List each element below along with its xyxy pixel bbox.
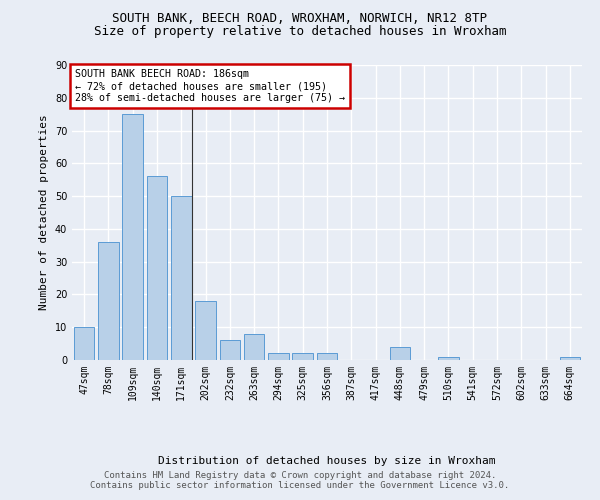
- Bar: [146, 176, 167, 360]
- Text: SOUTH BANK, BEECH ROAD, WROXHAM, NORWICH, NR12 8TP: SOUTH BANK, BEECH ROAD, WROXHAM, NORWICH…: [113, 12, 487, 26]
- Bar: [292, 354, 313, 360]
- Bar: [122, 114, 143, 360]
- Bar: [389, 347, 410, 360]
- Bar: [438, 356, 459, 360]
- Bar: [195, 301, 216, 360]
- Bar: [317, 354, 337, 360]
- Text: SOUTH BANK BEECH ROAD: 186sqm
← 72% of detached houses are smaller (195)
28% of : SOUTH BANK BEECH ROAD: 186sqm ← 72% of d…: [74, 70, 344, 102]
- Text: Size of property relative to detached houses in Wroxham: Size of property relative to detached ho…: [94, 25, 506, 38]
- X-axis label: Distribution of detached houses by size in Wroxham: Distribution of detached houses by size …: [158, 456, 496, 466]
- Bar: [171, 196, 191, 360]
- Bar: [98, 242, 119, 360]
- Bar: [268, 354, 289, 360]
- Bar: [560, 356, 580, 360]
- Bar: [220, 340, 240, 360]
- Y-axis label: Number of detached properties: Number of detached properties: [39, 114, 49, 310]
- Text: Contains HM Land Registry data © Crown copyright and database right 2024.
Contai: Contains HM Land Registry data © Crown c…: [91, 470, 509, 490]
- Bar: [244, 334, 265, 360]
- Bar: [74, 327, 94, 360]
